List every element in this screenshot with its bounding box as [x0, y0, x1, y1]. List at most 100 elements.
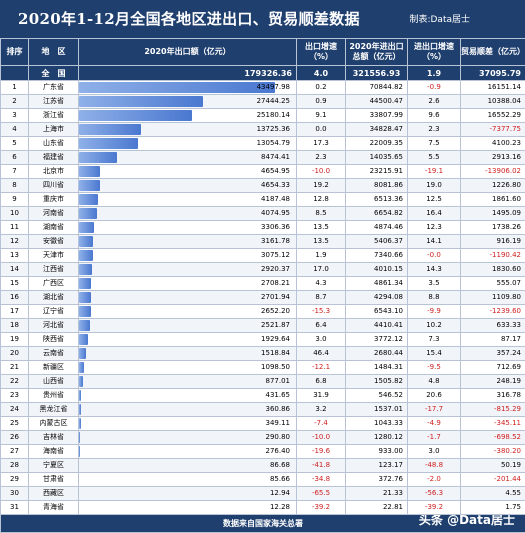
- watermark: 头条 @Data居士: [419, 515, 515, 529]
- trade-table: 排序 地 区 2020年出口额（亿元） 出口增速（%） 2020年进出口总额（亿…: [0, 38, 525, 533]
- rank-cell: 15: [1, 277, 29, 291]
- export-value: 4074.95: [261, 209, 290, 217]
- rank-cell: 27: [1, 445, 29, 459]
- export-growth-cell: 12.8: [297, 193, 346, 207]
- export-cell: 1098.50: [79, 361, 297, 375]
- rank-cell: 16: [1, 291, 29, 305]
- export-cell: 3306.36: [79, 221, 297, 235]
- trade-total-cell: 4861.34: [346, 277, 408, 291]
- export-growth-cell: -15.3: [297, 305, 346, 319]
- export-value: 25180.14: [257, 111, 290, 119]
- trade-growth-cell: -4.9: [408, 417, 461, 431]
- export-cell: 349.11: [79, 417, 297, 431]
- region-cell: 海南省: [29, 445, 79, 459]
- export-growth-cell: -7.4: [297, 417, 346, 431]
- export-growth-cell: -39.2: [297, 501, 346, 515]
- export-growth-cell: -65.5: [297, 487, 346, 501]
- rank-cell: 7: [1, 165, 29, 179]
- footer-cell: 数据来自国家海关总署 头条 @Data居士: [1, 515, 525, 533]
- rank-cell: 23: [1, 389, 29, 403]
- region-cell: 青海省: [29, 501, 79, 515]
- region-cell: 西藏区: [29, 487, 79, 501]
- data-source: 数据来自国家海关总署: [223, 519, 303, 528]
- trade-growth-cell: -56.3: [408, 487, 461, 501]
- trade-total-cell: 22.81: [346, 501, 408, 515]
- export-value: 1929.64: [261, 335, 290, 343]
- export-cell: 85.66: [79, 473, 297, 487]
- rank-cell: 22: [1, 375, 29, 389]
- trade-growth-cell: 2.3: [408, 123, 461, 137]
- export-bar: [79, 264, 92, 275]
- export-bar: [79, 404, 81, 415]
- export-value: 2652.20: [261, 307, 290, 315]
- rank-cell: 26: [1, 431, 29, 445]
- export-growth-cell: 6.4: [297, 319, 346, 333]
- trade-growth-cell: -2.0: [408, 473, 461, 487]
- export-bar: [79, 152, 117, 163]
- trade-total-cell: 7340.66: [346, 249, 408, 263]
- header-row: 排序 地 区 2020年出口额（亿元） 出口增速（%） 2020年进出口总额（亿…: [1, 39, 525, 66]
- trade-total-cell: 70844.82: [346, 81, 408, 95]
- export-value: 4654.33: [261, 181, 290, 189]
- rank-cell: 2: [1, 95, 29, 109]
- export-value: 13725.36: [257, 125, 290, 133]
- surplus-cell: 50.19: [461, 459, 525, 473]
- export-value: 877.01: [266, 377, 291, 385]
- export-bar: [79, 166, 100, 177]
- trade-total-cell: 4410.41: [346, 319, 408, 333]
- export-value: 2521.87: [261, 321, 290, 329]
- region-cell: 河北省: [29, 319, 79, 333]
- export-growth-cell: -41.8: [297, 459, 346, 473]
- export-cell: 86.68: [79, 459, 297, 473]
- surplus-cell: 4.55: [461, 487, 525, 501]
- table-author: 制表:Data居士: [409, 0, 470, 38]
- export-bar: [79, 418, 81, 429]
- surplus-cell: -201.44: [461, 473, 525, 487]
- rank-cell: 12: [1, 235, 29, 249]
- region-cell: 广西区: [29, 277, 79, 291]
- total-export-growth: 4.0: [297, 66, 346, 81]
- rank-cell: 29: [1, 473, 29, 487]
- surplus-cell: -1190.42: [461, 249, 525, 263]
- export-bar: [79, 82, 275, 93]
- export-value: 3306.36: [261, 223, 290, 231]
- export-value: 2701.94: [261, 293, 290, 301]
- export-growth-cell: 1.9: [297, 249, 346, 263]
- export-bar: [79, 292, 91, 303]
- trade-growth-cell: -0.9: [408, 81, 461, 95]
- export-growth-cell: -34.8: [297, 473, 346, 487]
- surplus-cell: 357.24: [461, 347, 525, 361]
- export-growth-cell: 4.3: [297, 277, 346, 291]
- export-value: 86.68: [270, 461, 290, 469]
- trade-growth-cell: -1.7: [408, 431, 461, 445]
- trade-growth-cell: -0.0: [408, 249, 461, 263]
- export-cell: 27444.25: [79, 95, 297, 109]
- trade-growth-cell: 10.2: [408, 319, 461, 333]
- region-cell: 浙江省: [29, 109, 79, 123]
- surplus-cell: -7377.75: [461, 123, 525, 137]
- total-trade-growth: 1.9: [408, 66, 461, 81]
- export-cell: 2652.20: [79, 305, 297, 319]
- export-growth-cell: 3.2: [297, 403, 346, 417]
- trade-total-cell: 34828.47: [346, 123, 408, 137]
- export-cell: 4654.95: [79, 165, 297, 179]
- export-bar: [79, 390, 81, 401]
- export-bar: [79, 446, 80, 457]
- trade-growth-cell: -39.2: [408, 501, 461, 515]
- total-rank: [1, 66, 29, 81]
- region-cell: 甘肃省: [29, 473, 79, 487]
- export-growth-cell: 13.5: [297, 235, 346, 249]
- trade-growth-cell: 7.5: [408, 137, 461, 151]
- surplus-cell: 87.17: [461, 333, 525, 347]
- rank-cell: 28: [1, 459, 29, 473]
- surplus-cell: 712.69: [461, 361, 525, 375]
